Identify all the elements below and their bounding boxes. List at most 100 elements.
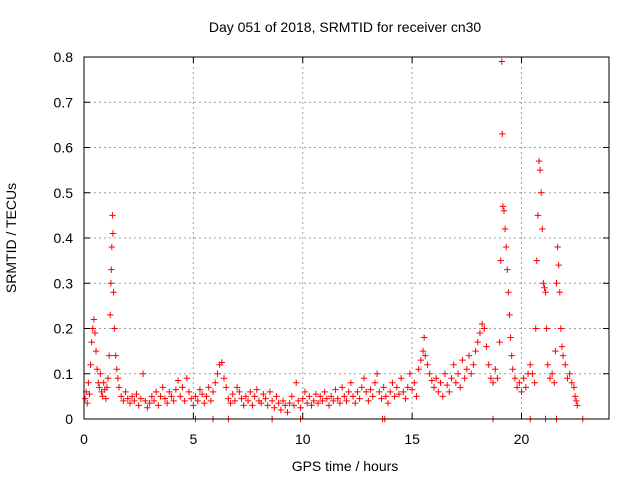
data-point-73 [201, 399, 208, 407]
data-point-82 [220, 375, 228, 382]
x-tick-label-3: 15 [404, 431, 420, 447]
data-point-148 [365, 397, 372, 405]
data-point-143 [354, 388, 361, 396]
data-point-184 [441, 370, 449, 377]
data-point-102 [264, 402, 271, 409]
data-point-154 [378, 395, 385, 402]
y-tick-label-5: 0.5 [54, 185, 74, 201]
data-point-136 [338, 384, 346, 391]
data-point-262 [572, 397, 580, 405]
data-point-108 [277, 406, 285, 414]
data-point-186 [446, 388, 453, 396]
data-point-209 [496, 338, 503, 346]
data-point-55 [161, 395, 169, 402]
data-point-147 [362, 388, 370, 396]
data-point-57 [166, 388, 173, 396]
data-point-114 [290, 402, 298, 409]
data-point-67 [187, 395, 195, 402]
data-point-177 [426, 370, 433, 377]
data-point-191 [457, 384, 464, 391]
data-point-6 [88, 338, 95, 346]
data-point-196 [467, 370, 475, 377]
data-point-9 [91, 329, 99, 337]
data-point-141 [349, 393, 357, 400]
data-point-234 [533, 257, 541, 264]
data-point-77 [209, 388, 217, 396]
data-point-250 [554, 243, 561, 251]
data-point-34 [115, 384, 123, 391]
data-point-119 [301, 388, 309, 396]
data-point-111 [284, 409, 291, 416]
data-point-48 [146, 399, 153, 407]
data-point-37 [122, 388, 129, 396]
data-point-85 [227, 399, 234, 407]
data-point-223 [511, 375, 519, 382]
data-point-151 [371, 379, 379, 386]
y-axis-label: SRMTID / TECUs [3, 183, 19, 293]
data-point-91 [240, 402, 247, 409]
x-tick-label-0: 0 [80, 431, 88, 447]
data-point-225 [516, 379, 523, 386]
data-point-242 [542, 289, 549, 296]
data-point-8 [90, 316, 98, 323]
data-point-172 [417, 356, 425, 364]
data-point-202 [481, 325, 488, 332]
data-point-182 [437, 379, 444, 386]
data-point-236 [535, 157, 543, 165]
data-point-165 [402, 395, 409, 402]
data-point-81 [218, 359, 226, 366]
data-point-70 [194, 397, 201, 405]
data-point-25 [108, 266, 115, 273]
data-point-107 [275, 399, 282, 407]
data-point-214 [500, 207, 508, 215]
data-point-69 [192, 393, 199, 400]
data-point-66 [185, 388, 193, 396]
data-point-249 [553, 280, 560, 287]
data-point-22 [105, 352, 113, 359]
data-point-231 [529, 370, 536, 377]
data-point-253 [557, 325, 565, 332]
data-point-38 [124, 395, 131, 402]
data-point-5 [87, 361, 94, 368]
data-point-127 [319, 397, 326, 405]
data-point-254 [558, 343, 566, 350]
data-point-222 [509, 366, 516, 373]
y-tick-label-1: 0.1 [54, 366, 74, 382]
data-point-103 [266, 388, 274, 396]
data-point-259 [568, 379, 576, 386]
data-point-41 [131, 397, 138, 405]
data-point-58 [168, 393, 175, 400]
data-point-183 [439, 393, 446, 400]
data-point-224 [513, 384, 521, 391]
data-point-53 [157, 393, 164, 400]
data-point-197 [470, 361, 477, 368]
data-point-178 [428, 377, 436, 384]
data-point-117 [297, 404, 304, 411]
data-point-203 [483, 343, 490, 350]
data-point-169 [411, 379, 418, 386]
data-point-261 [571, 393, 579, 400]
data-point-210 [497, 257, 504, 264]
data-points [81, 58, 586, 423]
data-point-96 [251, 393, 258, 400]
data-point-140 [347, 379, 355, 386]
data-point-75 [205, 384, 212, 391]
data-point-201 [478, 320, 486, 328]
data-point-227 [520, 375, 527, 382]
data-point-216 [502, 243, 510, 251]
y-tick-label-8: 0.8 [54, 49, 74, 65]
data-point-215 [501, 225, 509, 233]
data-point-152 [373, 370, 381, 377]
data-point-72 [198, 390, 206, 398]
data-point-116 [295, 397, 302, 405]
data-point-190 [454, 370, 462, 377]
x-tick-label-2: 10 [295, 431, 311, 447]
data-point-61 [174, 377, 182, 384]
data-point-232 [531, 379, 538, 386]
data-point-171 [415, 366, 422, 373]
data-point-87 [231, 397, 239, 405]
data-point-4 [86, 390, 93, 398]
data-point-138 [343, 397, 350, 405]
data-point-233 [532, 325, 539, 332]
